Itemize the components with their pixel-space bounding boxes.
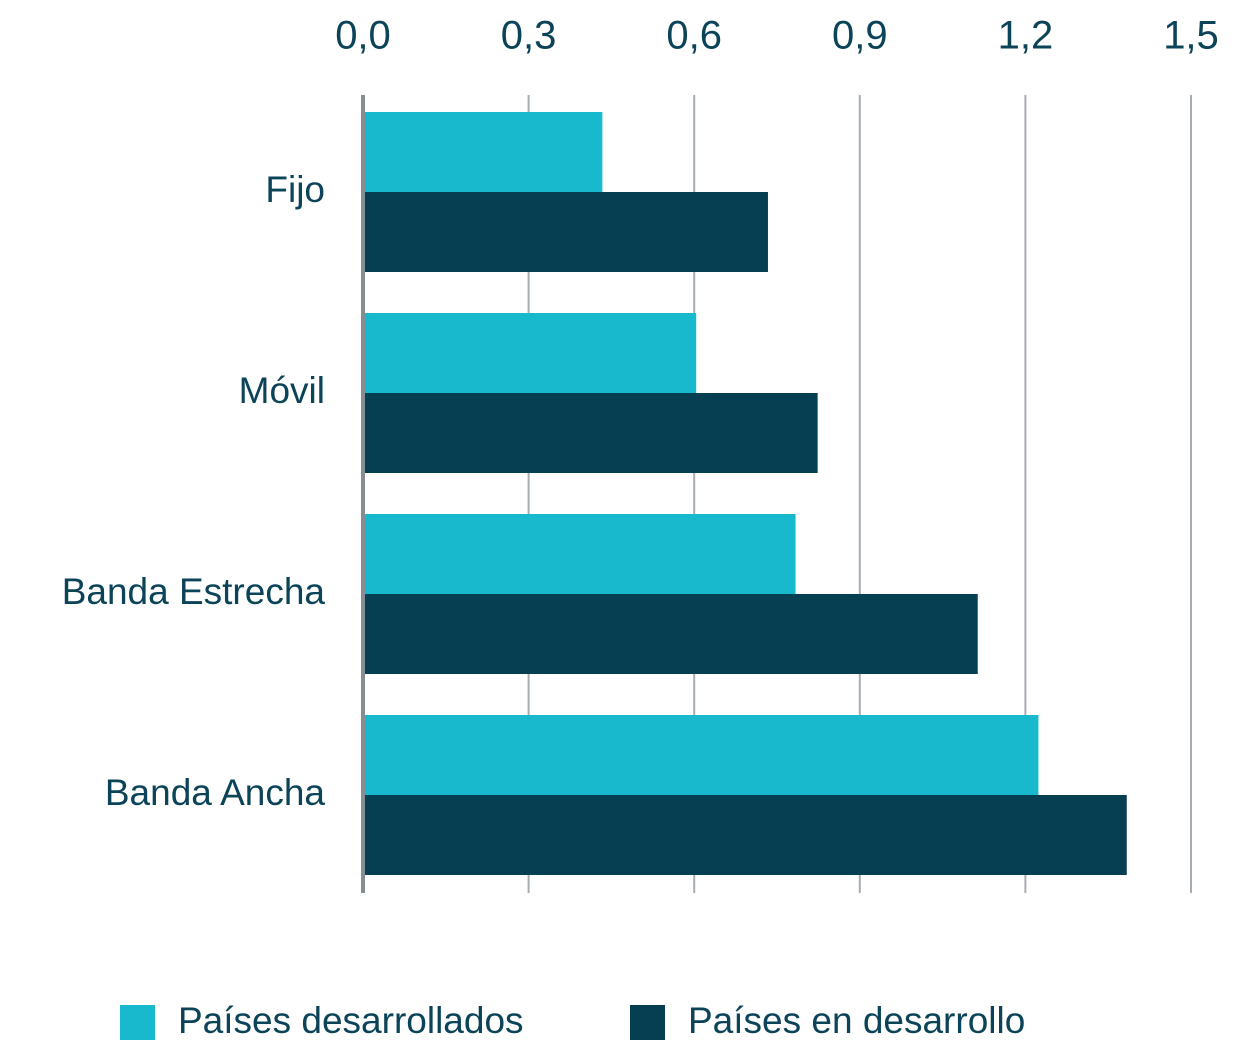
bar (365, 795, 1127, 875)
legend-swatch (630, 1005, 665, 1040)
bar (365, 192, 768, 272)
bar (365, 594, 978, 674)
category-label: Fijo (265, 169, 325, 210)
bar (365, 715, 1039, 795)
bar (365, 514, 796, 594)
x-tick-label: 0,6 (666, 14, 722, 58)
x-tick-label: 0,3 (501, 14, 557, 58)
legend-swatch (120, 1005, 155, 1040)
category-label: Banda Estrecha (62, 571, 326, 612)
x-tick-label: 0,9 (832, 14, 888, 58)
bar (365, 393, 818, 473)
x-tick-label: 1,5 (1163, 14, 1219, 58)
legend-label: Países en desarrollo (688, 1000, 1025, 1041)
x-tick-label: 0,0 (335, 14, 391, 58)
bar (365, 112, 603, 192)
legend-label: Países desarrollados (178, 1000, 524, 1041)
category-label: Banda Ancha (105, 772, 326, 813)
bar (365, 313, 697, 393)
x-tick-label: 1,2 (998, 14, 1054, 58)
category-label: Móvil (239, 370, 325, 411)
